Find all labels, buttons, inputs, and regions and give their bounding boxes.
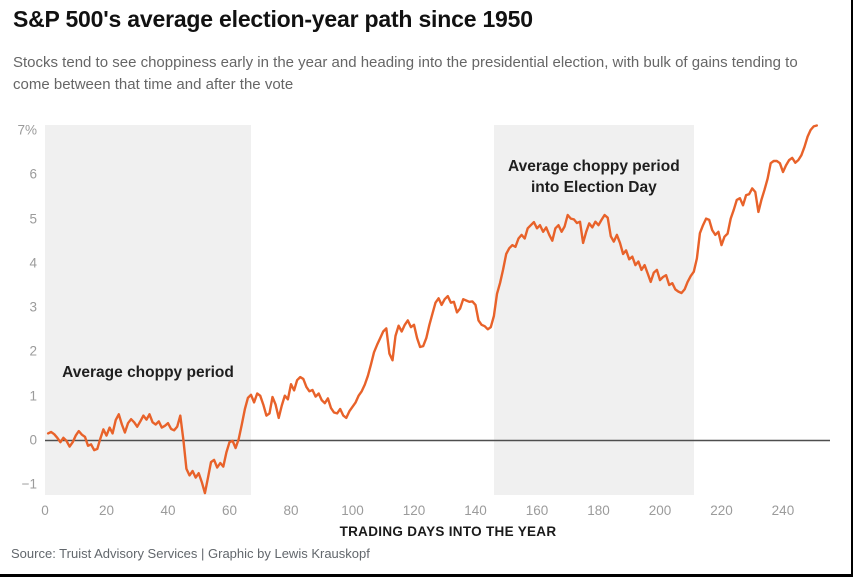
y-axis-tick-label: 7% <box>17 122 37 138</box>
x-axis-title: TRADING DAYS INTO THE YEAR <box>339 524 557 539</box>
choppy-region <box>493 125 694 495</box>
y-axis-tick-label: 4 <box>29 255 37 271</box>
x-axis-tick-label: 220 <box>710 503 733 518</box>
region-annotation: Average choppy period into Election Day <box>444 156 744 198</box>
x-axis-tick-label: 240 <box>771 503 795 518</box>
sp500-average-path-line <box>46 124 818 495</box>
x-axis-tick-label: 180 <box>587 503 610 518</box>
x-axis-tick-label: 0 <box>41 503 49 518</box>
x-axis-tick-label: 80 <box>283 503 299 518</box>
chart-subtitle: Stocks tend to see choppiness early in t… <box>13 54 798 93</box>
region-annotation: Average choppy period <box>0 362 298 383</box>
region-annotation-line: into Election Day <box>530 179 657 196</box>
chart-title: S&P 500's average election-year path sin… <box>13 6 533 32</box>
x-axis-tick-label: 40 <box>160 503 176 518</box>
y-axis-tick-label: −1 <box>21 476 37 492</box>
x-axis-tick-label: 100 <box>341 503 364 518</box>
y-axis-tick-label: 6 <box>29 166 37 182</box>
y-axis-tick-label: 5 <box>29 211 37 227</box>
x-axis-tick-label: 120 <box>402 503 426 518</box>
x-axis-tick-label: 200 <box>648 503 672 518</box>
x-axis-tick-label: 140 <box>464 503 487 518</box>
x-axis-tick-label: 60 <box>221 503 237 518</box>
region-annotation-line: Average choppy period <box>507 158 680 175</box>
y-axis-tick-label: 1 <box>29 388 37 404</box>
region-annotation-line: Average choppy period <box>62 364 234 381</box>
y-axis-tick-label: 3 <box>29 299 37 315</box>
x-axis-tick-label: 160 <box>525 503 549 518</box>
y-axis-tick-label: 2 <box>29 343 37 359</box>
x-axis-tick-label: 20 <box>98 503 114 518</box>
y-axis-tick-label: 0 <box>29 432 37 448</box>
source-note: Source: Truist Advisory Services | Graph… <box>11 546 370 561</box>
